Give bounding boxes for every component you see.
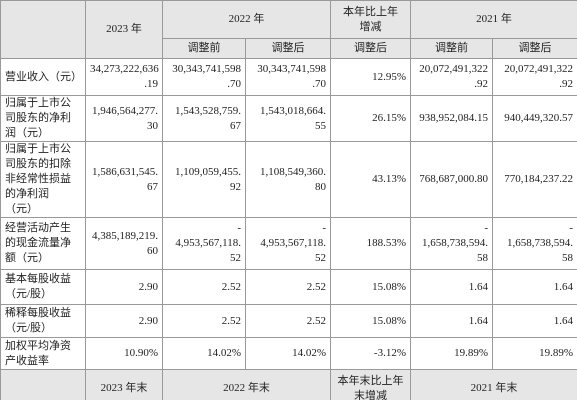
sub-header-cell: 调整后 [492, 38, 577, 59]
header-cell [0, 369, 86, 400]
value-cell: 770,184,237.22 [492, 141, 577, 218]
label-cell: 基本每股收益 （元/股） [0, 269, 86, 305]
table-row: 2023 年末 2022 年末 本年末比上年 末增减 2021 年末 [0, 369, 577, 400]
label-cell: 归属于上市公 司股东的扣除 非经常性损益 的净利润 （元） [0, 141, 86, 218]
value-cell: 2.52 [245, 269, 331, 305]
table-row: 营业收入（元） 34,273,222,636 .19 30,343,741,598 … [0, 58, 577, 96]
header-cell: 2023 年 [85, 0, 163, 59]
value-cell: 14.02% [162, 337, 246, 370]
table-row: 调整前 调整后 调整后 调整前 调整后 [1, 38, 577, 59]
label-cell: 营业收入（元） [0, 58, 86, 96]
value-cell: 43.13% [330, 141, 411, 218]
sub-header-cell: 调整前 [162, 38, 246, 59]
header-cell [0, 0, 86, 59]
value-cell: 30,343,741,598 .70 [245, 58, 331, 96]
value-cell: 1,586,631,545. 67 [85, 141, 163, 218]
header-cell: 2022 年末 [162, 369, 331, 400]
value-cell: 30,343,741,598 .70 [162, 58, 246, 96]
value-cell: 940,449,320.57 [492, 95, 577, 142]
value-cell: 10.90% [85, 337, 163, 370]
value-cell: 2.52 [245, 304, 331, 338]
value-cell: 1.64 [492, 269, 577, 305]
value-cell: 1.64 [492, 304, 577, 338]
table-row: 经营活动产生 的现金流量净 额（元） 4,385,189,219. 60- 4,9… [0, 217, 577, 270]
value-cell: 2.90 [85, 269, 163, 305]
label-cell: 稀释每股收益 （元/股） [0, 304, 86, 338]
label-cell: 归属于上市公 司股东的净利 润（元） [0, 95, 86, 142]
value-cell: 15.08% [330, 304, 411, 338]
table-row: 2023 年 2022 年本年比上年 增减 2021 年 [0, 0, 577, 59]
value-cell: 1,543,528,759. 67 [162, 95, 246, 142]
value-cell: - 1,658,738,594. 58 [410, 217, 493, 270]
value-cell: - 1,658,738,594. 58 [492, 217, 577, 270]
value-cell: 14.02% [245, 337, 331, 370]
value-cell: 4,385,189,219. 60 [85, 217, 163, 270]
value-cell: 2.52 [162, 304, 246, 338]
header-cell: 2023 年末 [85, 369, 163, 400]
value-cell: 1,543,018,664. 55 [245, 95, 331, 142]
value-cell: 12.95% [330, 58, 411, 96]
table-row: 归属于上市公 司股东的扣除 非经常性损益 的净利润 （元） 1,586,631,5… [0, 141, 577, 218]
value-cell: 768,687,000.80 [410, 141, 493, 218]
value-cell: 34,273,222,636 .19 [85, 58, 163, 96]
value-cell: -3.12% [330, 337, 411, 370]
header-cell: 本年比上年 增减 [330, 0, 411, 39]
value-cell: 1.64 [410, 304, 493, 338]
value-cell: 2.90 [85, 304, 163, 338]
header-cell: 2022 年 [162, 0, 331, 39]
value-cell: 1,108,549,360. 80 [245, 141, 331, 218]
sub-header-cell: 调整后 [330, 38, 411, 59]
label-cell: 经营活动产生 的现金流量净 额（元） [0, 217, 86, 270]
table-row: 基本每股收益 （元/股） 2.90 2.52 2.52 15.08% 1.64 1.64 [0, 269, 577, 305]
table-row: 加权平均净资 产收益率 10.90% 14.02% 14.02% -3.12% 19.89… [0, 337, 577, 370]
value-cell: 15.08% [330, 269, 411, 305]
value-cell: 938,952,084.15 [410, 95, 493, 142]
value-cell: 188.53% [330, 217, 411, 270]
value-cell: - 4,953,567,118. 52 [245, 217, 331, 270]
value-cell: 26.15% [330, 95, 411, 142]
sub-header-cell: 调整前 [410, 38, 493, 59]
header-cell: 2021 年末 [410, 369, 577, 400]
table-row: 稀释每股收益 （元/股） 2.90 2.52 2.52 15.08% 1.64 1.64 [0, 304, 577, 338]
value-cell: 20,072,491,322 .92 [492, 58, 577, 96]
value-cell: 2.52 [162, 269, 246, 305]
header-cell: 本年末比上年 末增减 [330, 369, 411, 400]
value-cell: - 4,953,567,118. 52 [162, 217, 246, 270]
value-cell: 1,109,059,455. 92 [162, 141, 246, 218]
sub-header-cell: 调整后 [245, 38, 331, 59]
label-cell: 加权平均净资 产收益率 [0, 337, 86, 370]
value-cell: 1.64 [410, 269, 493, 305]
value-cell: 19.89% [410, 337, 493, 370]
value-cell: 1,946,564,277. 30 [85, 95, 163, 142]
value-cell: 20,072,491,322 .92 [410, 58, 493, 96]
header-cell: 2021 年 [410, 0, 577, 39]
value-cell: 19.89% [492, 337, 577, 370]
table-row: 归属于上市公 司股东的净利 润（元） 1,946,564,277. 30 1,543… [0, 95, 577, 142]
